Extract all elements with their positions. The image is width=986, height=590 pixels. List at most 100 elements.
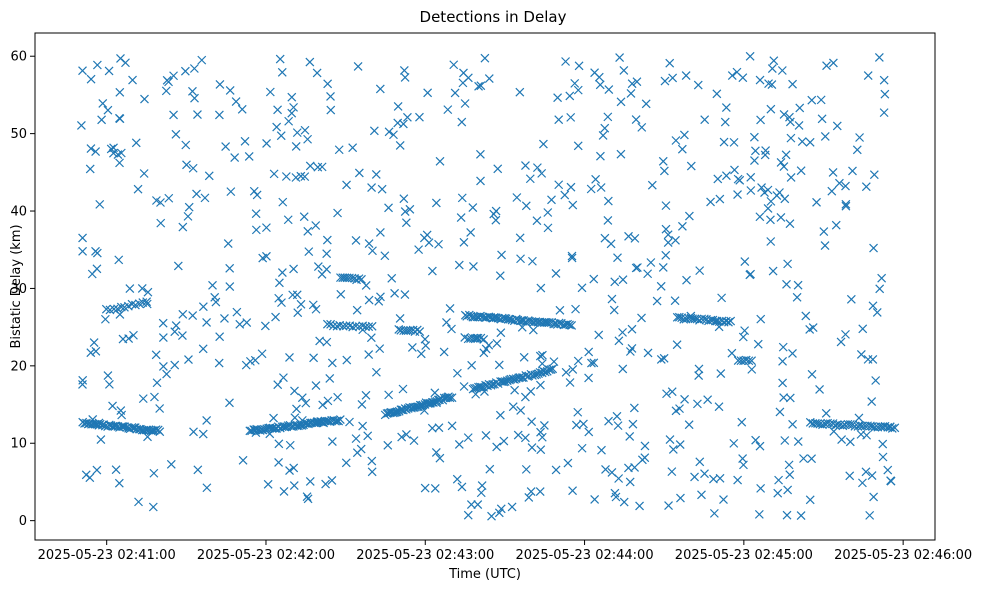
- data-point: [566, 182, 576, 192]
- data-point: [733, 475, 743, 485]
- data-point: [416, 349, 426, 359]
- data-point: [398, 384, 408, 394]
- data-point: [115, 158, 124, 168]
- data-point: [515, 87, 525, 97]
- data-point: [643, 269, 653, 279]
- data-point: [127, 299, 137, 309]
- data-point: [521, 464, 531, 474]
- data-point: [627, 324, 637, 334]
- data-point: [686, 161, 696, 171]
- data-point: [732, 67, 742, 77]
- data-point: [131, 138, 141, 148]
- data-point: [296, 299, 306, 309]
- data-point: [364, 239, 374, 248]
- data-point: [384, 390, 394, 400]
- data-point: [78, 375, 88, 385]
- data-point: [869, 243, 878, 253]
- data-point: [719, 495, 728, 504]
- data-point: [164, 193, 174, 203]
- data-point: [347, 273, 357, 283]
- data-point: [767, 64, 777, 74]
- data-point: [316, 417, 326, 427]
- data-point: [258, 253, 268, 263]
- data-point: [419, 233, 429, 243]
- data-point: [539, 420, 549, 430]
- data-point: [432, 398, 441, 408]
- data-point: [476, 176, 485, 186]
- data-point: [733, 190, 742, 200]
- data-point: [265, 429, 275, 439]
- data-point: [352, 305, 362, 315]
- data-point: [297, 415, 307, 425]
- data-point: [480, 53, 490, 63]
- data-point: [116, 54, 125, 63]
- data-point: [491, 206, 501, 216]
- data-point: [807, 95, 817, 105]
- data-point: [471, 389, 481, 399]
- data-point: [603, 112, 613, 122]
- data-point: [565, 320, 574, 330]
- data-point: [476, 333, 486, 343]
- data-point: [658, 263, 668, 272]
- chart-title: Detections in Delay: [420, 8, 567, 26]
- data-point: [555, 305, 565, 315]
- data-point: [567, 320, 577, 330]
- x-tick-label: 2025-05-23 02:45:00: [675, 548, 813, 563]
- data-point: [312, 68, 322, 78]
- data-point: [375, 84, 385, 94]
- data-point: [856, 349, 866, 359]
- data-point: [788, 349, 797, 358]
- data-point: [204, 171, 214, 181]
- data-point: [447, 393, 457, 403]
- data-point: [799, 454, 808, 463]
- data-point: [495, 410, 505, 420]
- data-point: [532, 163, 542, 173]
- data-point: [273, 380, 283, 390]
- data-point: [815, 385, 824, 394]
- data-point: [399, 65, 409, 75]
- data-point: [263, 479, 273, 489]
- data-point: [715, 473, 725, 483]
- data-point: [476, 149, 485, 159]
- data-point: [820, 241, 830, 250]
- data-point: [761, 146, 771, 155]
- data-point: [601, 464, 610, 474]
- data-point: [793, 280, 803, 290]
- data-point: [706, 197, 715, 207]
- data-point: [76, 121, 86, 130]
- data-point: [828, 58, 838, 68]
- data-point: [754, 509, 764, 519]
- data-point: [473, 333, 483, 343]
- data-point: [463, 510, 473, 520]
- data-point: [336, 273, 345, 283]
- data-point: [584, 427, 594, 437]
- data-point: [784, 460, 794, 470]
- data-point: [214, 358, 224, 368]
- data-point: [712, 89, 722, 99]
- x-axis-title: Time (UTC): [448, 567, 521, 582]
- data-point: [848, 166, 857, 176]
- data-point: [143, 432, 152, 442]
- data-point: [322, 337, 332, 347]
- data-point: [858, 324, 868, 334]
- data-point: [494, 360, 504, 370]
- data-point: [495, 271, 505, 281]
- data-point: [520, 433, 530, 443]
- data-point: [671, 136, 681, 145]
- data-point: [114, 255, 124, 265]
- data-point: [473, 500, 483, 509]
- data-point: [805, 495, 815, 505]
- data-point: [178, 309, 188, 319]
- data-point: [78, 66, 87, 76]
- data-point: [836, 337, 846, 347]
- data-point: [726, 316, 736, 326]
- data-point: [507, 502, 517, 512]
- data-point: [454, 439, 464, 449]
- data-point: [271, 312, 280, 322]
- data-point: [817, 114, 827, 124]
- data-point: [747, 364, 757, 374]
- data-point: [303, 226, 313, 236]
- data-point: [874, 53, 884, 62]
- data-point: [277, 268, 287, 278]
